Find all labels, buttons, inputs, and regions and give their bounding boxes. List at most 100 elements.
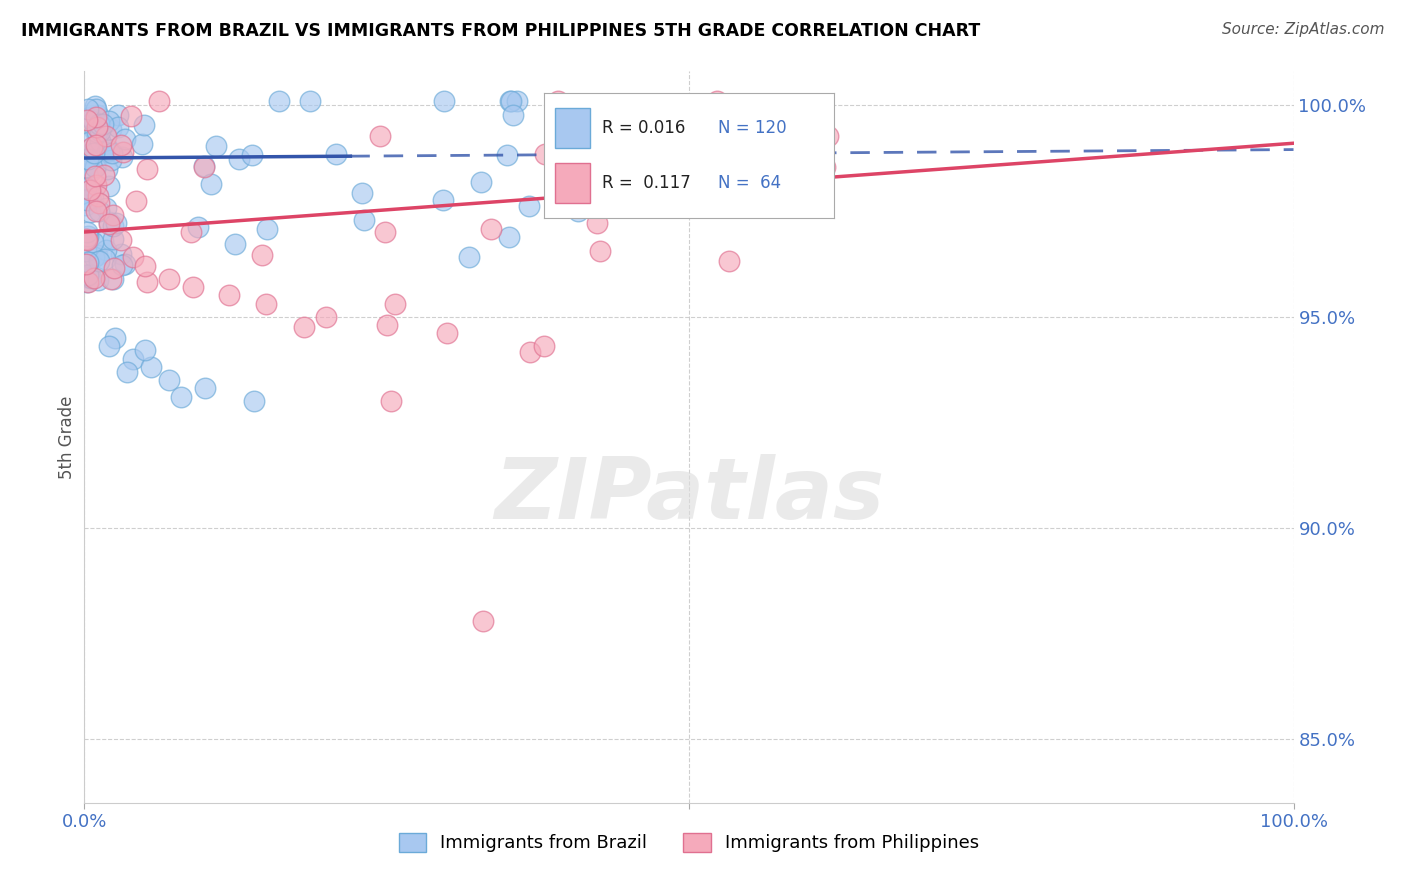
Point (97, 217, 120, 231)
Point (256, 222, 278, 236)
Point (200, 177, 222, 191)
Point (97, 143, 120, 157)
Point (80, 271, 103, 285)
Point (325, 147, 347, 161)
Point (125, 194, 148, 208)
Point (80, 193, 103, 207)
Point (193, 159, 215, 173)
Point (817, 129, 839, 144)
Point (499, 94, 522, 108)
Point (97, 113, 120, 128)
Point (75, 181, 97, 195)
Point (104, 331, 127, 345)
Point (204, 139, 226, 153)
Y-axis label: 5th Grade: 5th Grade (58, 395, 76, 479)
Point (100, 145, 122, 160)
Legend: Immigrants from Brazil, Immigrants from Philippines: Immigrants from Brazil, Immigrants from … (392, 826, 986, 860)
Point (567, 203, 589, 218)
Point (76, 143, 98, 157)
Point (84, 124, 107, 138)
Point (101, 232, 124, 246)
Point (91, 234, 114, 248)
Point (77, 228, 100, 243)
Point (506, 94, 529, 108)
Point (75, 232, 97, 246)
Point (79, 111, 101, 125)
Point (135, 276, 157, 290)
Point (110, 137, 132, 152)
Point (100, 272, 122, 286)
Point (121, 351, 143, 366)
Point (75, 161, 97, 175)
Point (83, 145, 105, 160)
Point (433, 94, 456, 108)
Point (82, 191, 104, 205)
Text: IMMIGRANTS FROM BRAZIL VS IMMIGRANTS FROM PHILIPPINES 5TH GRADE CORRELATION CHAR: IMMIGRANTS FROM BRAZIL VS IMMIGRANTS FRO… (21, 22, 980, 40)
Point (76, 275, 98, 289)
Point (353, 213, 375, 227)
Point (77, 181, 100, 195)
Point (555, 158, 578, 172)
Point (793, 186, 815, 201)
Point (111, 258, 134, 272)
Point (79, 267, 101, 281)
Point (134, 343, 156, 358)
Point (89, 254, 111, 268)
Point (181, 280, 204, 294)
Point (80, 163, 103, 178)
Point (86, 138, 108, 153)
Point (83, 160, 105, 174)
Point (457, 250, 479, 264)
Point (76, 268, 98, 283)
Point (76, 233, 98, 247)
Point (94, 202, 117, 216)
Point (292, 319, 315, 334)
Point (86, 120, 108, 134)
Point (76, 225, 98, 239)
Point (250, 248, 273, 262)
Point (368, 128, 391, 143)
Point (157, 271, 180, 285)
Point (103, 261, 125, 276)
Point (104, 216, 127, 230)
Point (75, 197, 97, 211)
Point (87, 117, 110, 131)
Point (380, 394, 402, 409)
Point (84, 110, 107, 124)
Point (86, 273, 108, 287)
Point (350, 186, 373, 201)
Point (242, 394, 264, 409)
Point (180, 225, 202, 239)
Point (79, 205, 101, 219)
Point (100, 153, 122, 167)
Point (76, 255, 98, 269)
Point (79, 146, 101, 161)
Point (254, 297, 277, 311)
Point (148, 94, 170, 108)
Point (519, 344, 541, 359)
Point (115, 365, 138, 379)
Point (224, 237, 246, 252)
Point (121, 251, 143, 265)
Point (87, 196, 110, 211)
Point (586, 217, 609, 231)
Point (84, 159, 107, 173)
Point (187, 219, 209, 234)
Point (299, 94, 322, 108)
Point (742, 112, 765, 127)
Point (76, 152, 98, 166)
Point (76, 276, 98, 290)
Point (114, 132, 136, 146)
Point (86, 178, 108, 192)
Point (502, 108, 524, 122)
Point (157, 373, 180, 387)
Point (496, 147, 519, 161)
Point (83, 251, 105, 265)
Point (86, 248, 108, 262)
Point (170, 390, 193, 404)
Point (107, 108, 129, 122)
Point (86, 125, 108, 139)
Point (517, 199, 540, 213)
Point (804, 144, 827, 158)
Point (94, 252, 117, 266)
